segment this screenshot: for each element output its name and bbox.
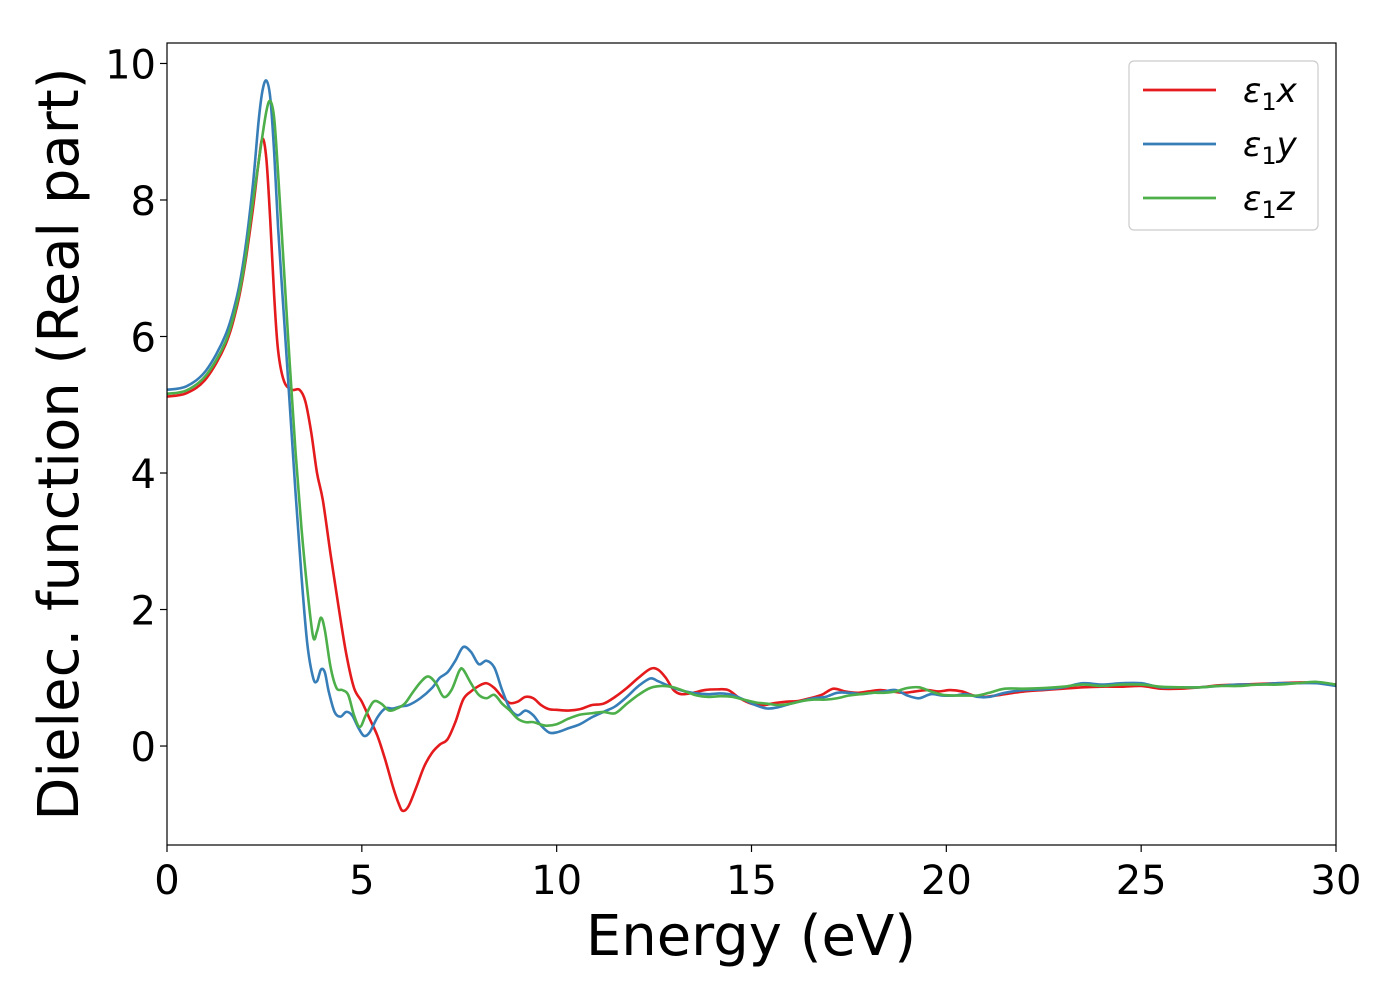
y-tick-label: 10 xyxy=(105,42,156,88)
y-tick-label: 2 xyxy=(131,589,156,635)
axis-layer: 0 5 10 15 20 25 30 0 2 4 6 8 10 xyxy=(105,42,1361,904)
series-line-e1z xyxy=(167,99,1336,729)
x-tick-label: 15 xyxy=(726,858,777,904)
y-tick-label: 8 xyxy=(131,179,156,225)
legend-label: ε1z xyxy=(1243,179,1296,224)
y-axis-label: Dielec. function (Real part) xyxy=(27,67,92,820)
y-tick-label: 0 xyxy=(131,725,156,771)
x-tick-label: 10 xyxy=(531,858,582,904)
x-axis-label: Energy (eV) xyxy=(586,904,916,969)
series-line-e1y xyxy=(167,79,1336,738)
x-tick-label: 5 xyxy=(349,858,374,904)
y-tick-label: 4 xyxy=(131,452,156,498)
y-tick-label: 6 xyxy=(131,315,156,361)
legend-items: ε1x ε1y ε1z xyxy=(1143,71,1298,224)
series-layer xyxy=(167,79,1336,813)
x-tick-label: 30 xyxy=(1311,858,1362,904)
legend-frame xyxy=(1128,60,1319,231)
x-tick-label: 20 xyxy=(921,858,972,904)
series-line-e1x xyxy=(167,137,1336,813)
x-tick-label: 25 xyxy=(1116,858,1167,904)
legend: ε1x ε1y ε1z xyxy=(1128,60,1319,231)
legend-label: ε1x xyxy=(1243,71,1298,116)
x-tick-label: 0 xyxy=(154,858,179,904)
legend-label: ε1y xyxy=(1243,125,1298,170)
